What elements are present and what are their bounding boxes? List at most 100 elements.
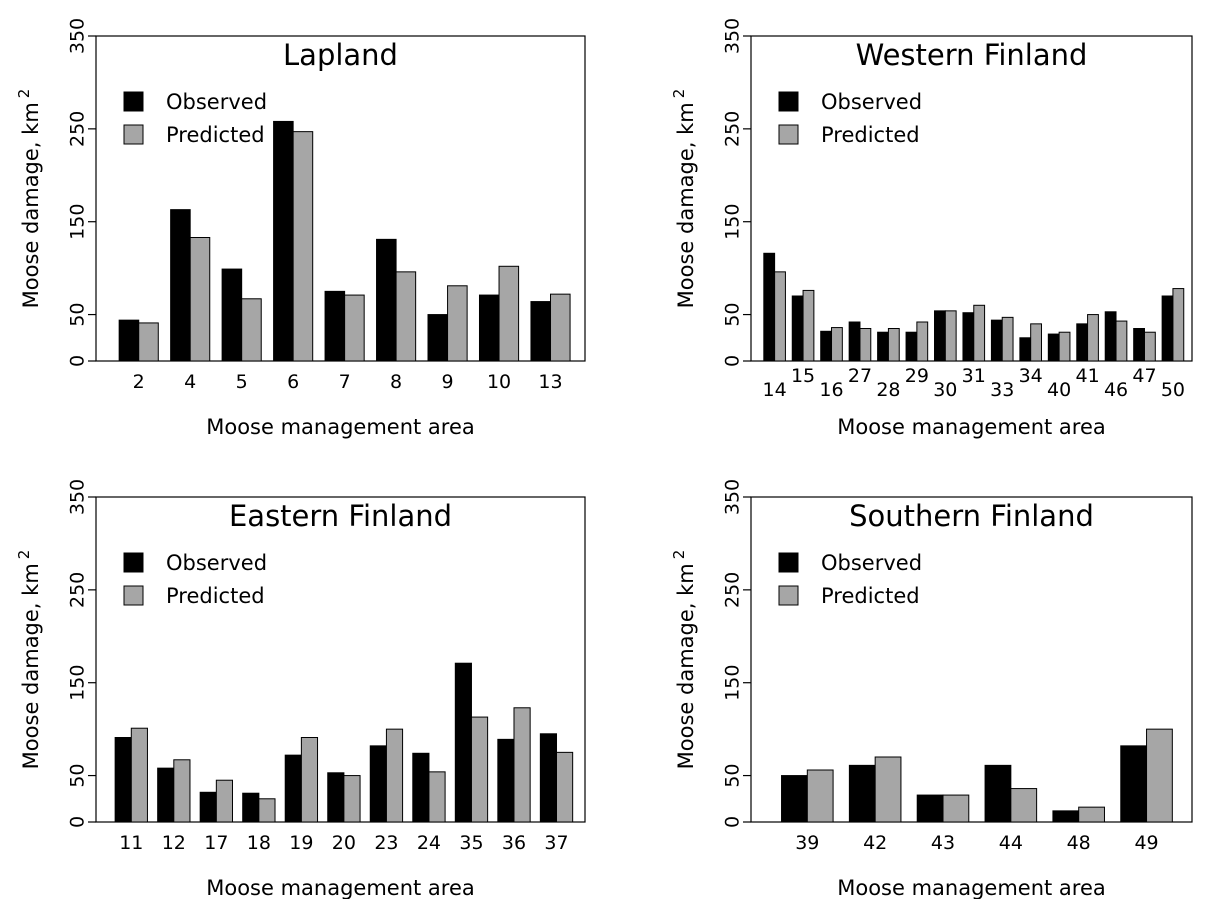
legend: Observed Predicted xyxy=(123,551,267,608)
x-tick-label: 15 xyxy=(791,365,815,387)
y-tick-label: 0 xyxy=(722,816,744,828)
x-tick-label: 11 xyxy=(119,832,143,854)
bar-observed-40 xyxy=(1047,333,1060,362)
y-tick-label: 50 xyxy=(67,763,89,787)
y-tick-label: 250 xyxy=(722,572,744,608)
y-tick-label: 50 xyxy=(722,763,744,787)
bar-predicted-7 xyxy=(344,294,365,362)
bar-observed-24 xyxy=(412,752,430,823)
y-axis-label-text: Moose damage, km xyxy=(674,102,698,308)
legend-label-observed: Observed xyxy=(821,90,922,114)
bar-predicted-40 xyxy=(1058,331,1071,362)
y-tick-label: 0 xyxy=(67,355,89,367)
chart-title: Lapland xyxy=(283,38,398,72)
x-axis-label: Moose management area xyxy=(837,876,1106,899)
bar-predicted-10 xyxy=(498,265,520,362)
bar-predicted-18 xyxy=(258,798,276,823)
x-tick-label: 46 xyxy=(1104,379,1128,401)
bar-predicted-23 xyxy=(385,728,404,823)
x-tick-label: 39 xyxy=(795,832,819,854)
legend-swatch-observed xyxy=(123,552,144,573)
y-axis-label-superscript: 2 xyxy=(670,89,688,99)
legend-label-predicted: Predicted xyxy=(166,584,265,608)
y-tick-label: 50 xyxy=(722,302,744,326)
x-tick-label: 20 xyxy=(332,832,356,854)
bar-predicted-5 xyxy=(241,298,262,362)
y-tick-label: 0 xyxy=(722,355,744,367)
legend-label-predicted: Predicted xyxy=(166,123,265,147)
bar-observed-33 xyxy=(990,319,1003,362)
bar-predicted-31 xyxy=(973,304,986,362)
bar-observed-44 xyxy=(984,764,1012,823)
legend-swatch-observed xyxy=(123,91,144,112)
bar-observed-43 xyxy=(916,794,944,823)
y-tick-label: 50 xyxy=(67,302,89,326)
x-tick-label: 33 xyxy=(990,379,1014,401)
x-tick-label: 29 xyxy=(905,365,929,387)
bar-observed-20 xyxy=(327,772,345,823)
y-tick-label: 0 xyxy=(67,816,89,828)
y-axis-label-superscript: 2 xyxy=(15,89,33,99)
legend-swatch-observed xyxy=(778,91,799,112)
bar-predicted-11 xyxy=(130,727,148,823)
x-axis-label: Moose management area xyxy=(206,415,475,439)
chart-title: Eastern Finland xyxy=(229,499,452,533)
y-tick-label: 350 xyxy=(722,479,744,515)
legend: Observed Predicted xyxy=(123,90,267,147)
y-tick-label: 150 xyxy=(722,665,744,701)
x-tick-label: 9 xyxy=(442,371,454,393)
x-tick-label: 36 xyxy=(502,832,526,854)
bar-observed-41 xyxy=(1076,323,1089,362)
legend-swatch-predicted xyxy=(778,124,799,145)
bar-observed-50 xyxy=(1161,295,1174,362)
y-tick-label: 150 xyxy=(67,665,89,701)
bar-observed-8 xyxy=(376,238,397,362)
x-tick-label: 14 xyxy=(763,379,787,401)
bar-observed-37 xyxy=(539,733,558,823)
bar-observed-36 xyxy=(497,738,515,823)
x-tick-label: 41 xyxy=(1075,365,1099,387)
bar-predicted-34 xyxy=(1030,323,1042,362)
bar-predicted-30 xyxy=(944,310,957,362)
bar-predicted-12 xyxy=(173,759,191,823)
bar-predicted-17 xyxy=(215,779,233,823)
x-tick-label: 37 xyxy=(544,832,568,854)
bar-predicted-48 xyxy=(1078,806,1105,823)
bar-observed-27 xyxy=(848,321,861,362)
x-tick-label: 7 xyxy=(339,371,351,393)
bar-predicted-29 xyxy=(916,321,929,362)
y-axis-label-superscript: 2 xyxy=(670,550,688,560)
x-tick-label: 49 xyxy=(1134,832,1158,854)
y-tick-label: 250 xyxy=(67,111,89,147)
bar-predicted-47 xyxy=(1143,331,1156,362)
x-tick-label: 31 xyxy=(962,365,986,387)
bar-observed-46 xyxy=(1104,311,1117,362)
bar-predicted-42 xyxy=(874,756,902,823)
bar-observed-2 xyxy=(118,319,140,362)
x-tick-label: 17 xyxy=(204,832,228,854)
x-tick-label: 28 xyxy=(876,379,900,401)
bar-observed-15 xyxy=(791,295,804,362)
bar-observed-9 xyxy=(427,314,449,362)
legend-swatch-observed xyxy=(778,552,799,573)
bar-predicted-16 xyxy=(831,327,843,362)
bar-observed-18 xyxy=(242,792,260,823)
y-axis-label: Moose damage, km 2 xyxy=(15,550,43,770)
bar-observed-28 xyxy=(877,331,889,362)
bar-predicted-6 xyxy=(292,131,314,362)
bar-predicted-36 xyxy=(513,707,531,823)
bar-predicted-39 xyxy=(806,769,834,823)
bar-observed-30 xyxy=(934,310,946,362)
x-tick-label: 13 xyxy=(538,371,562,393)
x-tick-label: 16 xyxy=(819,379,843,401)
legend-swatch-predicted xyxy=(778,585,799,606)
bar-predicted-44 xyxy=(1010,788,1038,823)
legend-label-observed: Observed xyxy=(166,90,267,114)
legend-label-observed: Observed xyxy=(821,551,922,575)
legend: Observed Predicted xyxy=(778,551,922,608)
bar-predicted-19 xyxy=(300,737,319,823)
x-tick-label: 50 xyxy=(1161,379,1185,401)
x-tick-label: 19 xyxy=(289,832,313,854)
x-tick-label: 42 xyxy=(863,832,887,854)
y-tick-label: 350 xyxy=(722,18,744,54)
